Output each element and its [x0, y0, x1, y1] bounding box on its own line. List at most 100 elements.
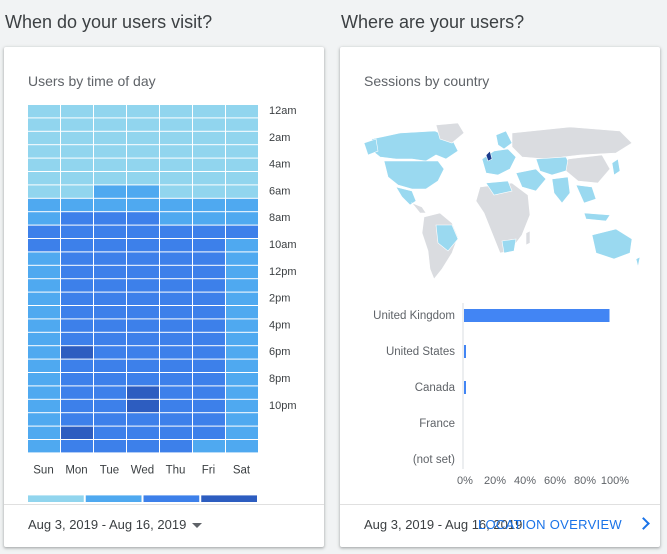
- heatmap-cell[interactable]: [61, 346, 93, 359]
- heatmap-cell[interactable]: [61, 386, 93, 399]
- heatmap-cell[interactable]: [61, 198, 93, 212]
- heatmap-cell[interactable]: [127, 440, 159, 453]
- heatmap-cell[interactable]: [160, 373, 192, 386]
- heatmap-cell[interactable]: [28, 399, 60, 413]
- heatmap-cell[interactable]: [226, 225, 258, 238]
- chevron-right-icon[interactable]: [637, 517, 650, 530]
- heatmap-cell[interactable]: [94, 292, 126, 305]
- heatmap-cell[interactable]: [127, 413, 159, 426]
- heatmap-cell[interactable]: [28, 413, 60, 426]
- heatmap-cell[interactable]: [127, 131, 159, 145]
- heatmap-cell[interactable]: [28, 212, 60, 225]
- heatmap-cell[interactable]: [193, 292, 225, 305]
- heatmap-cell[interactable]: [61, 118, 93, 131]
- heatmap-cell[interactable]: [28, 252, 60, 265]
- heatmap-cell[interactable]: [193, 426, 225, 439]
- heatmap-cell[interactable]: [127, 198, 159, 212]
- heatmap-cell[interactable]: [226, 413, 258, 426]
- heatmap-cell[interactable]: [160, 426, 192, 439]
- heatmap-cell[interactable]: [28, 105, 60, 118]
- heatmap-cell[interactable]: [226, 346, 258, 359]
- heatmap-cell[interactable]: [160, 346, 192, 359]
- heatmap-cell[interactable]: [28, 332, 60, 346]
- heatmap-cell[interactable]: [61, 172, 93, 185]
- heatmap-cell[interactable]: [160, 386, 192, 399]
- heatmap-cell[interactable]: [160, 440, 192, 453]
- heatmap-cell[interactable]: [127, 346, 159, 359]
- heatmap-cell[interactable]: [127, 359, 159, 372]
- heatmap-cell[interactable]: [28, 346, 60, 359]
- heatmap-cell[interactable]: [193, 145, 225, 158]
- heatmap-cell[interactable]: [193, 332, 225, 346]
- heatmap-cell[interactable]: [28, 279, 60, 292]
- heatmap-cell[interactable]: [94, 426, 126, 439]
- heatmap-cell[interactable]: [94, 145, 126, 158]
- heatmap-cell[interactable]: [94, 198, 126, 212]
- heatmap-cell[interactable]: [94, 158, 126, 171]
- heatmap-cell[interactable]: [61, 265, 93, 279]
- heatmap-cell[interactable]: [226, 440, 258, 453]
- date-range-selector[interactable]: Aug 3, 2019 - Aug 16, 2019: [28, 517, 203, 532]
- caret-down-icon[interactable]: [192, 523, 203, 529]
- heatmap-cell[interactable]: [127, 118, 159, 131]
- heatmap-cell[interactable]: [127, 279, 159, 292]
- heatmap-cell[interactable]: [193, 172, 225, 185]
- heatmap-cell[interactable]: [61, 212, 93, 225]
- heatmap-cell[interactable]: [28, 440, 60, 453]
- heatmap-cell[interactable]: [226, 252, 258, 265]
- heatmap-cell[interactable]: [94, 386, 126, 399]
- heatmap-cell[interactable]: [160, 413, 192, 426]
- heatmap-cell[interactable]: [226, 131, 258, 145]
- date-range-selector[interactable]: Aug 3, 2019 - Aug 16, 2019: [364, 517, 522, 532]
- heatmap-cell[interactable]: [127, 212, 159, 225]
- heatmap-cell[interactable]: [28, 198, 60, 212]
- heatmap-cell[interactable]: [61, 359, 93, 372]
- heatmap-cell[interactable]: [94, 265, 126, 279]
- heatmap-cell[interactable]: [160, 185, 192, 198]
- heatmap-cell[interactable]: [61, 239, 93, 252]
- heatmap-cell[interactable]: [94, 373, 126, 386]
- heatmap-cell[interactable]: [193, 185, 225, 198]
- heatmap-cell[interactable]: [193, 306, 225, 319]
- heatmap-cell[interactable]: [160, 172, 192, 185]
- heatmap-cell[interactable]: [61, 319, 93, 332]
- heatmap-cell[interactable]: [28, 373, 60, 386]
- heatmap-cell[interactable]: [193, 386, 225, 399]
- heatmap-cell[interactable]: [193, 373, 225, 386]
- heatmap-cell[interactable]: [226, 292, 258, 305]
- heatmap-cell[interactable]: [28, 225, 60, 238]
- heatmap-cell[interactable]: [226, 279, 258, 292]
- heatmap-cell[interactable]: [160, 212, 192, 225]
- heatmap-cell[interactable]: [160, 359, 192, 372]
- heatmap-cell[interactable]: [193, 225, 225, 238]
- world-map[interactable]: [340, 47, 660, 287]
- heatmap-cell[interactable]: [94, 239, 126, 252]
- heatmap-cell[interactable]: [226, 386, 258, 399]
- heatmap-cell[interactable]: [193, 359, 225, 372]
- heatmap-cell[interactable]: [226, 158, 258, 171]
- heatmap-cell[interactable]: [193, 198, 225, 212]
- heatmap-cell[interactable]: [28, 118, 60, 131]
- heatmap-cell[interactable]: [127, 145, 159, 158]
- heatmap-cell[interactable]: [226, 265, 258, 279]
- heatmap-cell[interactable]: [160, 279, 192, 292]
- heatmap-cell[interactable]: [160, 252, 192, 265]
- heatmap-cell[interactable]: [127, 332, 159, 346]
- heatmap-cell[interactable]: [28, 265, 60, 279]
- heatmap-cell[interactable]: [127, 239, 159, 252]
- heatmap-cell[interactable]: [226, 426, 258, 439]
- heatmap-cell[interactable]: [61, 373, 93, 386]
- heatmap-cell[interactable]: [127, 158, 159, 171]
- heatmap-cell[interactable]: [160, 118, 192, 131]
- heatmap-cell[interactable]: [127, 172, 159, 185]
- heatmap-cell[interactable]: [127, 105, 159, 118]
- heatmap-cell[interactable]: [226, 306, 258, 319]
- heatmap-cell[interactable]: [94, 319, 126, 332]
- heatmap-cell[interactable]: [193, 319, 225, 332]
- heatmap-cell[interactable]: [61, 252, 93, 265]
- heatmap-cell[interactable]: [160, 239, 192, 252]
- heatmap-cell[interactable]: [160, 131, 192, 145]
- heatmap-cell[interactable]: [28, 131, 60, 145]
- heatmap-cell[interactable]: [160, 225, 192, 238]
- heatmap-cell[interactable]: [226, 145, 258, 158]
